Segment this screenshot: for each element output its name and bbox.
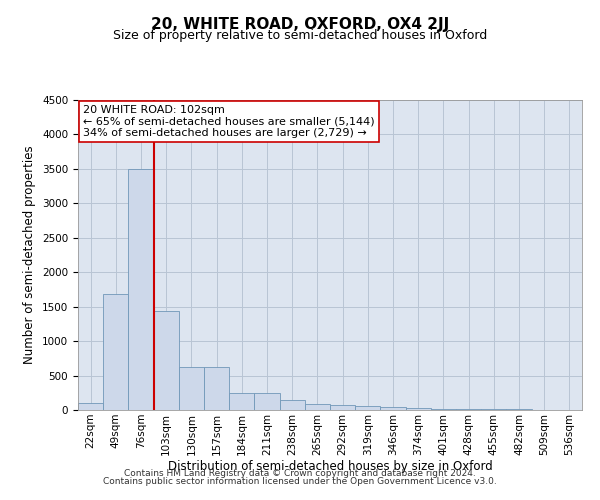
- Text: 20, WHITE ROAD, OXFORD, OX4 2JJ: 20, WHITE ROAD, OXFORD, OX4 2JJ: [151, 18, 449, 32]
- X-axis label: Distribution of semi-detached houses by size in Oxford: Distribution of semi-detached houses by …: [167, 460, 493, 473]
- Text: 20 WHITE ROAD: 102sqm
← 65% of semi-detached houses are smaller (5,144)
34% of s: 20 WHITE ROAD: 102sqm ← 65% of semi-deta…: [83, 104, 374, 138]
- Bar: [154, 312, 179, 410]
- Bar: [355, 406, 380, 410]
- Text: Contains HM Land Registry data © Crown copyright and database right 2024.: Contains HM Land Registry data © Crown c…: [124, 468, 476, 477]
- Bar: [330, 405, 355, 410]
- Y-axis label: Number of semi-detached properties: Number of semi-detached properties: [23, 146, 37, 364]
- Bar: [103, 294, 128, 410]
- Text: Contains public sector information licensed under the Open Government Licence v3: Contains public sector information licen…: [103, 477, 497, 486]
- Bar: [229, 394, 254, 410]
- Bar: [128, 169, 154, 410]
- Text: Size of property relative to semi-detached houses in Oxford: Size of property relative to semi-detach…: [113, 29, 487, 42]
- Bar: [179, 368, 204, 410]
- Bar: [280, 400, 305, 410]
- Bar: [431, 408, 456, 410]
- Bar: [305, 404, 330, 410]
- Bar: [456, 409, 481, 410]
- Bar: [204, 368, 229, 410]
- Bar: [380, 407, 406, 410]
- Bar: [254, 394, 280, 410]
- Bar: [406, 408, 431, 410]
- Bar: [78, 403, 103, 410]
